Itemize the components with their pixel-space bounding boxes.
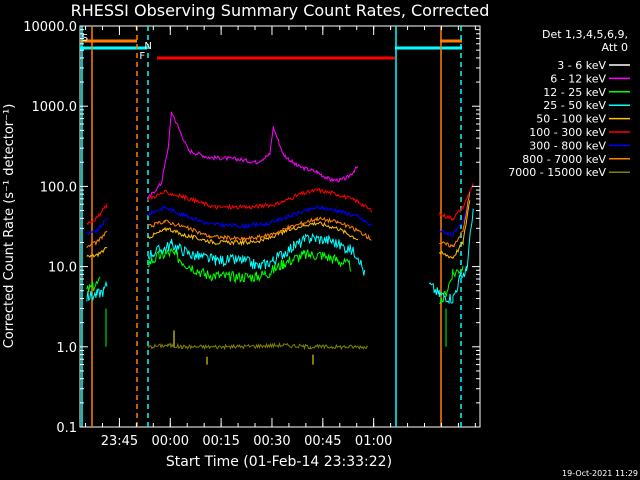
series-line (147, 232, 366, 276)
legend-entry-label: 50 - 100 keV (536, 113, 606, 126)
y-tick-label: 0.1 (56, 421, 77, 436)
footer-date: 19-Oct-2021 11:29 (562, 469, 638, 478)
x-tick-label: 23:45 (101, 434, 138, 449)
legend-header: Det 1,3,4,5,6,9, (542, 28, 628, 41)
series-line (147, 216, 372, 242)
attenuator-bars (80, 39, 462, 60)
x-axis-ticks: 23:45 00:00 00:15 00:30 00:45 01:00 (85, 26, 476, 449)
series-line (86, 280, 108, 302)
y-axis-label: Corrected Count Rate (s⁻¹ detector⁻¹) (2, 104, 17, 349)
series-line (86, 277, 101, 293)
legend-entry-label: 300 - 800 keV (529, 139, 606, 152)
legend-entry-label: 100 - 300 keV (529, 126, 606, 139)
y-axis-ticks: 0.1 1.0 10.0 100.0 1000.0 10000.0 (23, 20, 480, 436)
y-tick-label: 10000.0 (23, 20, 77, 35)
series-line (428, 208, 474, 305)
series-line (439, 265, 464, 304)
x-tick-label: 00:15 (202, 434, 239, 449)
legend-entry-label: 12 - 25 keV (543, 86, 606, 99)
x-tick-label: 01:00 (355, 434, 392, 449)
series-line (86, 230, 108, 249)
legend-entry-label: 6 - 12 keV (550, 72, 606, 85)
x-tick-label: 00:45 (304, 434, 341, 449)
series-line (86, 217, 108, 236)
plot-frame (79, 25, 481, 428)
series-line (438, 183, 474, 221)
series-line (147, 247, 352, 284)
state-marker: N (144, 41, 151, 52)
legend-entry-label: 25 - 50 keV (543, 99, 606, 112)
legend-entry-label: 3 - 6 keV (557, 59, 606, 72)
y-tick-label: 1.0 (56, 341, 77, 356)
chart-title: RHESSI Observing Summary Count Rates, Co… (71, 1, 490, 20)
state-marker: F (139, 51, 145, 62)
x-axis-label: Start Time (01-Feb-14 23:33:22) (166, 454, 392, 470)
series-line (147, 204, 372, 230)
series-line (439, 192, 471, 237)
legend-entry-label: 800 - 7000 keV (522, 153, 606, 166)
series-line (438, 200, 471, 259)
series-line (147, 221, 359, 247)
series-line (147, 187, 372, 213)
x-tick-label: 00:30 (253, 434, 290, 449)
series-line (86, 246, 108, 259)
legend-entry-label: 7000 - 15000 keV (508, 166, 606, 179)
state-markers: S NF (82, 33, 152, 62)
y-tick-label: 1000.0 (32, 100, 78, 115)
mode-change-lines (81, 26, 462, 427)
series-line (439, 191, 471, 248)
series-line (147, 133, 359, 203)
series-line (147, 111, 359, 199)
series-line (86, 203, 108, 226)
y-tick-label: 100.0 (40, 180, 77, 195)
series-line (147, 341, 369, 351)
state-marker: S (82, 33, 88, 44)
y-tick-label: 10.0 (48, 261, 77, 276)
legend-header-att: Att 0 (602, 41, 628, 54)
count-rate-series (86, 111, 474, 365)
x-tick-label: 00:00 (152, 434, 189, 449)
